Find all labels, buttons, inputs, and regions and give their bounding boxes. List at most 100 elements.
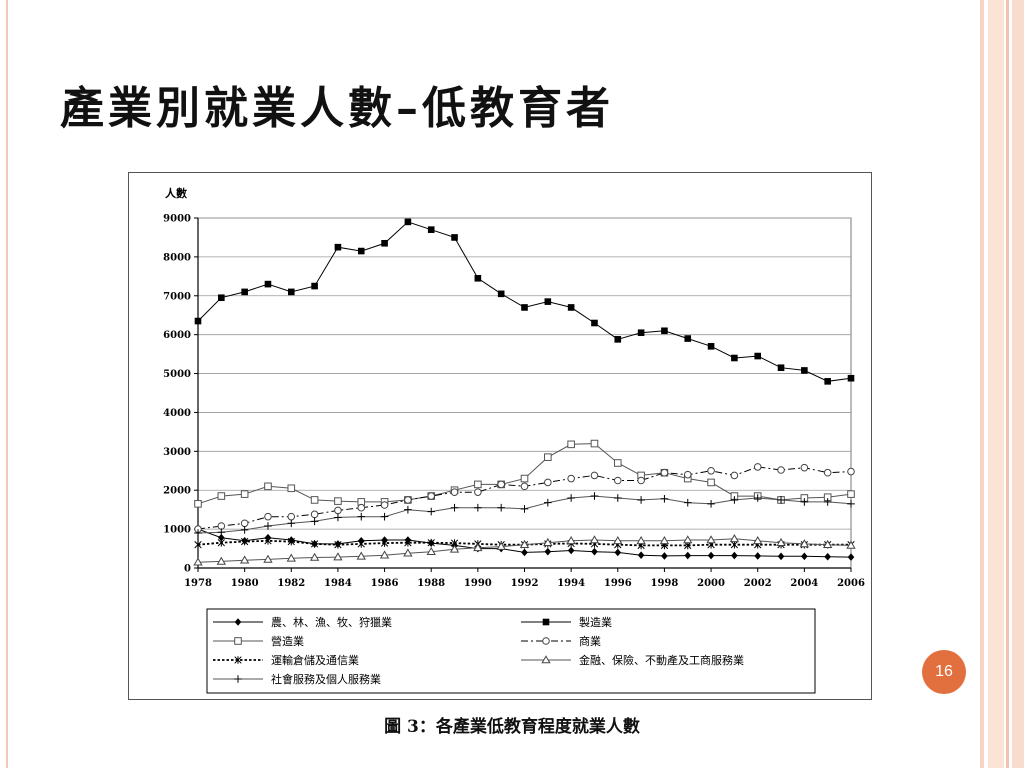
data-point-series-6: [683, 535, 693, 544]
data-point-series-7: [497, 503, 505, 512]
data-point-series-4: [217, 522, 226, 530]
data-point-series-2: [614, 336, 622, 343]
data-point-series-6: [496, 541, 506, 550]
data-point-series-4: [847, 467, 855, 476]
data-point-series-4: [730, 471, 739, 480]
data-point-series-4: [520, 482, 529, 491]
data-point-series-7: [194, 529, 202, 537]
data-point-series-7: [450, 503, 459, 512]
data-point-series-5: [240, 537, 249, 546]
data-point-series-4: [800, 463, 809, 472]
data-point-series-4: [404, 496, 412, 504]
data-point-series-5: [194, 540, 202, 549]
data-point-series-7: [217, 528, 226, 537]
data-point-series-6: [449, 544, 460, 553]
y-axis-label: 人數: [165, 186, 187, 200]
legend-swatch-marker: [542, 637, 550, 645]
data-point-series-1: [707, 551, 715, 560]
data-point-series-5: [217, 538, 225, 547]
data-point-series-2: [544, 298, 552, 305]
data-point-series-2: [287, 288, 295, 296]
data-point-series-1: [637, 551, 645, 559]
data-point-series-7: [660, 494, 669, 503]
data-point-series-5: [334, 540, 342, 549]
y-tick-label: 0: [184, 564, 191, 575]
data-point-series-7: [404, 505, 412, 514]
data-point-series-7: [800, 498, 809, 506]
legend-swatch-marker: [234, 637, 242, 645]
data-point-series-2: [661, 327, 668, 335]
y-tick-label: 6000: [163, 330, 191, 341]
data-point-series-4: [613, 476, 622, 485]
data-point-series-6: [636, 535, 646, 545]
data-point-series-1: [777, 552, 785, 561]
data-point-series-4: [777, 466, 785, 474]
data-point-series-6: [589, 535, 600, 544]
data-point-series-2: [521, 304, 528, 311]
legend-label: 商業: [579, 634, 601, 648]
data-point-series-5: [427, 538, 435, 547]
data-point-series-1: [521, 548, 528, 557]
data-point-series-6: [333, 552, 343, 561]
data-point-series-1: [684, 551, 692, 560]
data-point-series-4: [427, 492, 436, 500]
x-tick-label: 1992: [511, 578, 539, 589]
chart-frame: 0 1000 2000 3000 4000 5000 6000 7000 8000 9000 197…: [128, 172, 872, 700]
data-point-series-4: [590, 471, 599, 480]
x-tick-label: 1994: [557, 578, 585, 589]
data-point-series-7: [520, 505, 529, 513]
data-point-series-7: [777, 496, 785, 504]
data-point-series-6: [263, 554, 273, 563]
data-point-series-2: [637, 329, 645, 337]
data-point-series-3: [217, 492, 226, 500]
data-point-series-1: [754, 552, 762, 560]
slide-title: 產業別就業人數–低教育者: [60, 83, 614, 134]
data-point-series-6: [543, 537, 553, 547]
data-point-series-7: [730, 496, 739, 504]
data-point-series-2: [754, 352, 762, 360]
data-point-series-4: [637, 476, 645, 485]
x-tick-label: 1986: [371, 578, 399, 589]
data-point-series-2: [591, 319, 598, 327]
data-point-series-3: [544, 453, 552, 461]
plot-area: [197, 217, 852, 569]
data-point-series-2: [311, 282, 318, 290]
data-point-series-2: [264, 280, 272, 288]
data-point-series-4: [334, 506, 342, 515]
legend-swatch-marker: [234, 656, 242, 664]
y-tick-label: 3000: [163, 447, 191, 458]
x-tick-label: 1996: [604, 578, 632, 589]
data-point-series-3: [287, 484, 296, 493]
data-point-series-4: [264, 512, 272, 521]
data-point-series-7: [310, 517, 319, 526]
data-point-series-2: [474, 274, 482, 282]
data-point-series-6: [566, 535, 576, 545]
series-line-5: [197, 539, 851, 547]
data-point-series-6: [613, 535, 623, 545]
data-point-series-7: [847, 500, 855, 508]
data-point-series-2: [707, 343, 715, 350]
x-tick-label: 2002: [744, 578, 772, 589]
data-point-series-2: [427, 226, 435, 233]
data-point-series-4: [544, 478, 552, 487]
data-point-series-6: [379, 550, 390, 559]
data-point-series-1: [218, 533, 225, 542]
data-point-series-6: [706, 535, 716, 544]
legend-label: 製造業: [579, 615, 612, 629]
x-tick-label: 1984: [324, 578, 352, 589]
page-number-badge: 16: [922, 650, 966, 694]
data-point-series-2: [497, 290, 505, 298]
legend-swatch-marker: [542, 618, 550, 626]
data-point-series-3: [847, 490, 855, 498]
data-point-series-2: [218, 294, 225, 302]
data-point-series-5: [380, 539, 389, 547]
data-point-series-4: [497, 480, 505, 489]
data-point-series-3: [590, 439, 599, 448]
series-line-3: [197, 443, 852, 505]
x-tick-label: 1980: [231, 578, 259, 589]
data-point-series-7: [637, 496, 645, 504]
data-point-series-4: [287, 512, 296, 521]
data-point-series-2: [404, 218, 412, 226]
data-point-series-6: [239, 555, 250, 564]
right-decorative-stripes: [980, 0, 1024, 768]
